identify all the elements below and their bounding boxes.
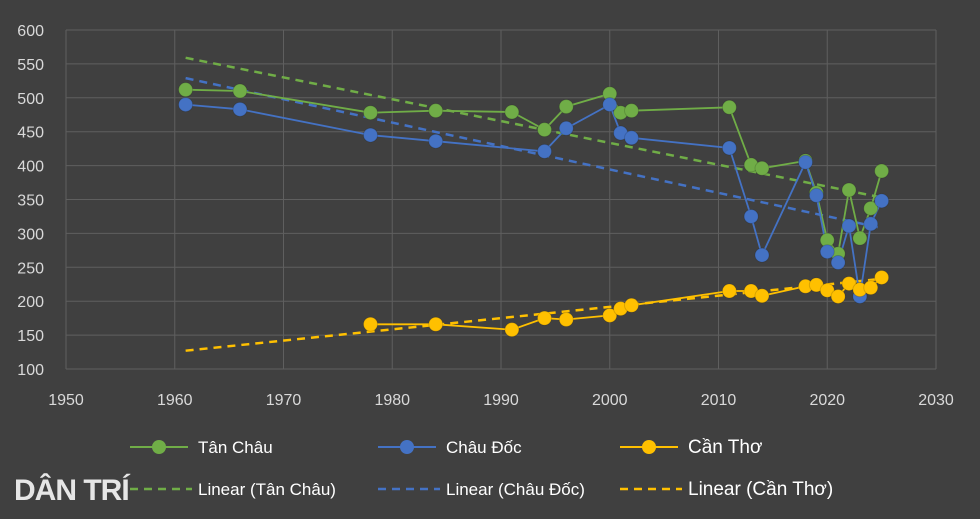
data-point: Cần Thơ 2011: 215 bbox=[721, 283, 737, 299]
legend-label-0: Tân Châu bbox=[198, 438, 273, 457]
data-point: Châu Đốc 1966: 483 bbox=[232, 101, 248, 117]
data-point: Châu Đốc 2025: 348 bbox=[874, 193, 890, 209]
trendlines bbox=[185, 56, 882, 352]
data-point: Cần Thơ 1996: 173 bbox=[558, 312, 574, 328]
legend: Tân Châu Châu Đốc Cần Thơ Linear (Tân Châu)… bbox=[130, 437, 833, 500]
data-point: Cần Thơ 2024: 220 bbox=[863, 280, 879, 296]
data-point: Châu Đốc 2019: 356 bbox=[808, 187, 824, 203]
data-point: Châu Đốc 1996: 455 bbox=[558, 120, 574, 136]
x-tick-label-1980: 1980 bbox=[374, 392, 410, 409]
x-tick-label-2020: 2020 bbox=[809, 392, 845, 409]
legend-trend-label-2: Linear (Cần Thơ) bbox=[688, 479, 833, 500]
data-point: Cần Thơ 2025: 235 bbox=[874, 269, 890, 285]
data-point: Châu Đốc 2022: 311 bbox=[841, 218, 857, 234]
data-point: Châu Đốc 2011: 426 bbox=[721, 140, 737, 156]
data-point: Cần Thơ 2021: 207 bbox=[830, 288, 846, 304]
data-point: Cần Thơ 1994: 175 bbox=[537, 310, 552, 326]
legend-marker-2 bbox=[642, 440, 656, 454]
y-tick-label-100: 100 bbox=[17, 362, 44, 379]
gridlines bbox=[65, 29, 937, 370]
y-tick-label-500: 500 bbox=[17, 91, 44, 108]
data-point: Tân Châu 2025: 392 bbox=[874, 163, 890, 179]
legend-label-1: Châu Đốc bbox=[446, 438, 522, 457]
x-tick-label-1990: 1990 bbox=[483, 392, 519, 409]
data-point: Tân Châu 1996: 487 bbox=[558, 99, 574, 115]
x-tick-label-2030: 2030 bbox=[918, 392, 954, 409]
data-point: Tân Châu 1984: 481 bbox=[428, 103, 444, 119]
data-point: Châu Đốc 1984: 436 bbox=[428, 133, 444, 149]
data-point: Tân Châu 1978: 478 bbox=[363, 105, 378, 121]
data-point: Châu Đốc 2013: 325 bbox=[743, 208, 759, 224]
y-tick-label-600: 600 bbox=[17, 23, 44, 40]
data-point: Cần Thơ 1984: 166 bbox=[428, 316, 444, 332]
y-tick-label-350: 350 bbox=[17, 193, 44, 210]
data-point: Tân Châu 1966: 510 bbox=[232, 83, 248, 99]
legend-trend-label-1: Linear (Châu Đốc) bbox=[446, 480, 585, 499]
data-point: Cần Thơ 2020: 216 bbox=[819, 282, 835, 298]
data-point: Tân Châu 1994: 453 bbox=[537, 122, 552, 138]
data-point: Châu Đốc 2018: 405 bbox=[798, 154, 813, 170]
data-point: Cần Thơ 1991: 158 bbox=[504, 322, 520, 338]
data-point: Châu Đốc 1994: 421 bbox=[537, 143, 552, 159]
x-tick-label-2010: 2010 bbox=[701, 392, 737, 409]
series-line-0 bbox=[185, 88, 883, 256]
y-tick-label-150: 150 bbox=[17, 328, 44, 345]
legend-label-2: Cần Thơ bbox=[688, 437, 762, 458]
data-point: Châu Đốc 2000: 490 bbox=[602, 97, 618, 113]
y-tick-label-300: 300 bbox=[17, 226, 44, 243]
series-markers: Tân Châu 1961: 512 Tân Châu 1966: 510 Tân … bbox=[178, 82, 890, 338]
data-point: Tân Châu 2014: 396 bbox=[754, 160, 770, 176]
data-point: Tân Châu 2024: 337 bbox=[863, 200, 879, 216]
data-point: Tân Châu 1961: 512 bbox=[178, 82, 194, 98]
data-point: Tân Châu 2023: 293 bbox=[852, 230, 868, 246]
data-point: Châu Đốc 2020: 273 bbox=[819, 244, 835, 260]
y-tick-label-250: 250 bbox=[17, 260, 44, 277]
legend-marker-0 bbox=[152, 440, 166, 454]
data-point: Châu Đốc 1961: 490 bbox=[178, 97, 194, 113]
data-point: Châu Đốc 2024: 314 bbox=[863, 216, 879, 232]
y-tick-label-550: 550 bbox=[17, 57, 44, 74]
data-point: Cần Thơ 2014: 208 bbox=[754, 288, 770, 304]
dantri-watermark: DÂN TRÍ bbox=[14, 473, 130, 507]
data-point: Châu Đốc 2021: 257 bbox=[830, 255, 846, 271]
data-point: Cần Thơ 2022: 226 bbox=[841, 276, 857, 292]
data-point: Cần Thơ 2000: 179 bbox=[602, 307, 618, 323]
data-point: Cần Thơ 1978: 166 bbox=[363, 316, 378, 332]
series-lines bbox=[185, 88, 883, 331]
x-tick-label-1950: 1950 bbox=[48, 392, 84, 409]
trendline-0 bbox=[185, 56, 882, 199]
x-tick-label-1960: 1960 bbox=[157, 392, 193, 409]
data-point: Tân Châu 1991: 479 bbox=[504, 104, 520, 120]
x-tick-label-1970: 1970 bbox=[266, 392, 302, 409]
trendline-1 bbox=[185, 76, 882, 230]
x-tick-label-2000: 2000 bbox=[592, 392, 628, 409]
y-tick-label-400: 400 bbox=[17, 159, 44, 176]
data-point: Châu Đốc 2014: 268 bbox=[754, 247, 770, 263]
y-tick-label-450: 450 bbox=[17, 125, 44, 142]
data-point: Tân Châu 2022: 364 bbox=[841, 182, 857, 198]
data-point: Châu Đốc 1978: 445 bbox=[363, 127, 378, 143]
legend-marker-1 bbox=[400, 440, 414, 454]
trendline-2 bbox=[185, 277, 882, 352]
legend-trend-label-0: Linear (Tân Châu) bbox=[198, 480, 336, 499]
axes: 100 150 200 250 300 350 400 450 500 550 600 1950 196… bbox=[17, 23, 954, 409]
y-tick-label-200: 200 bbox=[17, 294, 44, 311]
data-point: Tân Châu 2011: 486 bbox=[721, 99, 737, 115]
